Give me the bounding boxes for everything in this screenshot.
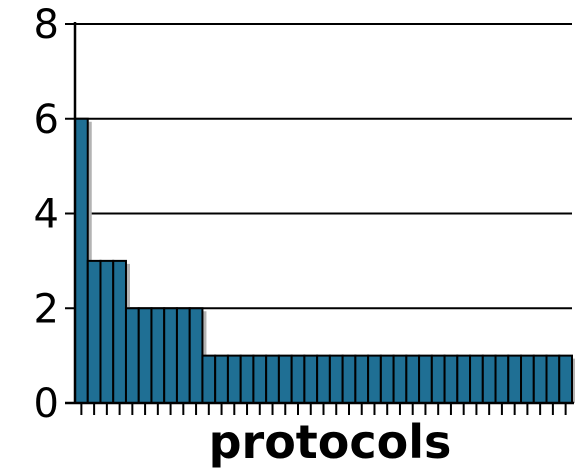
- bar: [354, 354, 370, 404]
- bar: [405, 354, 421, 404]
- y-tick-label: 6: [34, 97, 59, 143]
- bar: [558, 354, 573, 404]
- y-tick-label: 4: [34, 192, 59, 238]
- bar: [252, 354, 268, 404]
- bar: [239, 354, 255, 404]
- bar: [392, 354, 408, 404]
- bars: [74, 117, 573, 404]
- bar: [226, 354, 242, 404]
- bar: [112, 259, 127, 404]
- bar: [290, 354, 306, 404]
- bar: [214, 354, 229, 404]
- bar: [74, 117, 89, 404]
- bar: [201, 354, 217, 404]
- bar: [507, 354, 523, 404]
- bar: [545, 354, 561, 404]
- bar: [99, 259, 115, 404]
- x-axis-title: protocols: [209, 415, 452, 469]
- x-ticks: [80, 403, 567, 415]
- bar: [456, 354, 472, 404]
- bar: [379, 354, 395, 404]
- bar: [341, 354, 357, 404]
- bar: [532, 354, 548, 404]
- y-tick-labels: 0 2 4 6 8: [34, 2, 59, 427]
- bar: [328, 354, 344, 404]
- bar: [137, 307, 153, 404]
- bar: [430, 354, 446, 404]
- bar: [86, 259, 102, 404]
- bar: [443, 354, 459, 404]
- bar: [188, 307, 204, 404]
- bar: [265, 354, 280, 404]
- bar: [494, 354, 510, 404]
- y-tick-label: 0: [34, 381, 59, 427]
- bar: [367, 354, 382, 404]
- bar: [163, 307, 178, 404]
- bar: [316, 354, 331, 404]
- bar: [277, 354, 293, 404]
- bar: [481, 354, 497, 404]
- bar: [520, 354, 535, 404]
- y-tick-label: 2: [34, 286, 59, 332]
- bar: [175, 307, 191, 404]
- gridlines: [75, 23, 572, 310]
- y-tick-label: 8: [34, 2, 59, 48]
- bar: [150, 307, 166, 404]
- bar: [469, 354, 484, 404]
- bar: [303, 354, 319, 404]
- bar: [124, 307, 140, 404]
- bar: [418, 354, 433, 404]
